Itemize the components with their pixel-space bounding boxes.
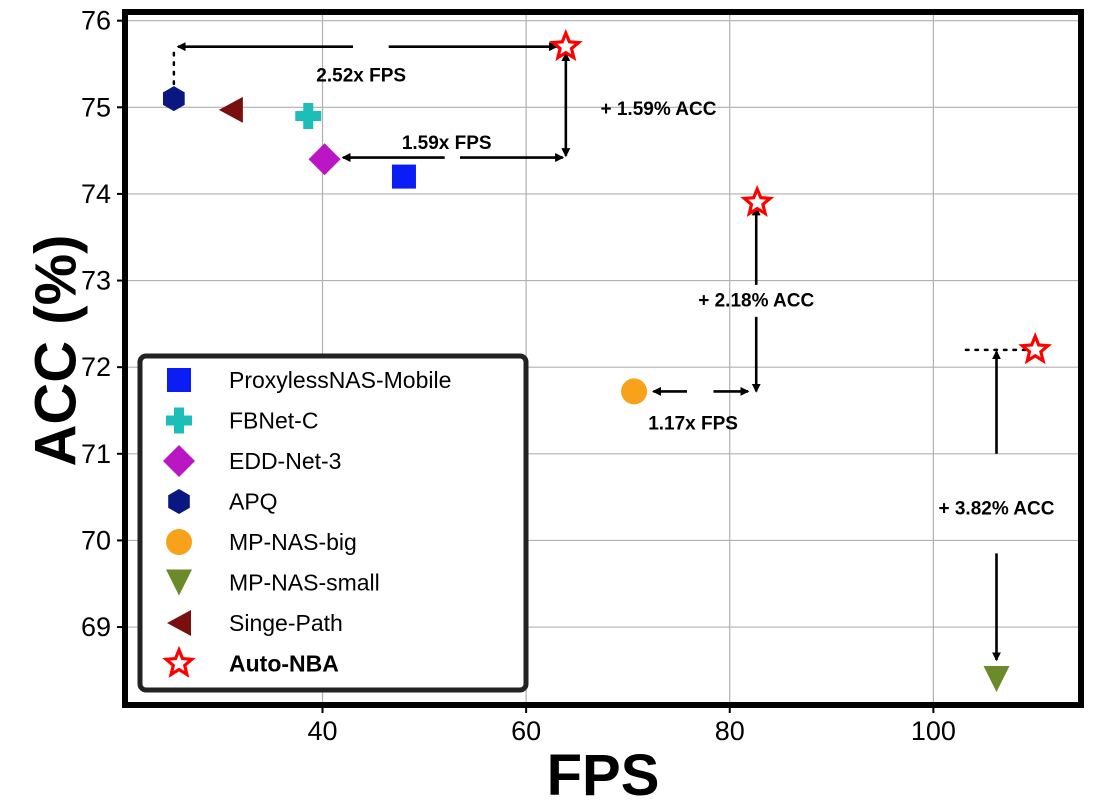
data-markers xyxy=(163,28,1053,693)
x-tick-label: 60 xyxy=(511,716,541,746)
y-tick-label: 74 xyxy=(81,179,111,209)
x-tick-label: 80 xyxy=(715,716,745,746)
axis-ticks: 40 60 80 100 69 70 71 72 73 74 75 76 xyxy=(81,6,956,746)
y-tick-label: 76 xyxy=(81,6,111,36)
annotations: 2.52x FPS + 1.59% ACC 1.59x FPS + 2.18% ACC… xyxy=(176,42,1055,662)
legend-label: Auto-NBA xyxy=(229,651,339,677)
data-point xyxy=(1018,332,1053,365)
legend-label: EDD-Net-3 xyxy=(229,448,341,474)
legend-marker xyxy=(167,610,191,636)
legend-label: Singe-Path xyxy=(229,610,343,636)
y-tick-label: 73 xyxy=(81,266,111,296)
legend-label: ProxylessNAS-Mobile xyxy=(229,367,451,393)
plot-frame xyxy=(122,9,1084,708)
annotation-label: 2.52x FPS xyxy=(316,65,406,86)
x-tick-label: 100 xyxy=(911,716,956,746)
legend-marker xyxy=(167,368,191,392)
legend-marker xyxy=(166,569,192,596)
legend-box xyxy=(137,353,529,693)
legend-marker xyxy=(168,489,190,514)
annotation-label: 1.59x FPS xyxy=(402,133,492,154)
data-point xyxy=(295,102,322,129)
legend-label: MP-NAS-small xyxy=(229,570,380,596)
data-point xyxy=(983,666,1010,693)
legend-marker xyxy=(162,645,196,678)
y-tick-label: 72 xyxy=(81,352,111,382)
x-tick-label: 40 xyxy=(307,716,337,746)
y-tick-label: 70 xyxy=(81,525,111,555)
legend-label: MP-NAS-big xyxy=(229,529,357,555)
legend-marker xyxy=(163,445,195,477)
x-axis-label: FPS xyxy=(547,743,660,807)
data-point xyxy=(218,96,243,123)
data-point xyxy=(163,86,185,112)
legend: ProxylessNAS-Mobile FBNet-C EDD-Net-3 APQ MP… xyxy=(137,353,529,693)
data-point xyxy=(621,378,648,405)
annotation-label: + 2.18% ACC xyxy=(698,291,814,312)
y-tick-label: 71 xyxy=(81,439,111,469)
legend-marker xyxy=(166,407,192,434)
y-axis-label: ACC (%) xyxy=(23,235,88,467)
annotation-label: + 3.82% ACC xyxy=(938,498,1054,519)
data-point xyxy=(308,143,341,176)
y-tick-label: 69 xyxy=(81,612,111,642)
annotation-label: 1.17x FPS xyxy=(648,414,738,435)
legend-marker xyxy=(166,529,192,555)
dotted-guides xyxy=(172,47,1030,352)
legend-label: APQ xyxy=(229,489,278,515)
data-point xyxy=(740,184,775,217)
annotation-label: + 1.59% ACC xyxy=(600,99,716,120)
y-tick-label: 75 xyxy=(81,92,111,122)
legend-label: FBNet-C xyxy=(229,408,318,434)
data-point xyxy=(391,164,416,189)
data-point xyxy=(548,28,583,62)
